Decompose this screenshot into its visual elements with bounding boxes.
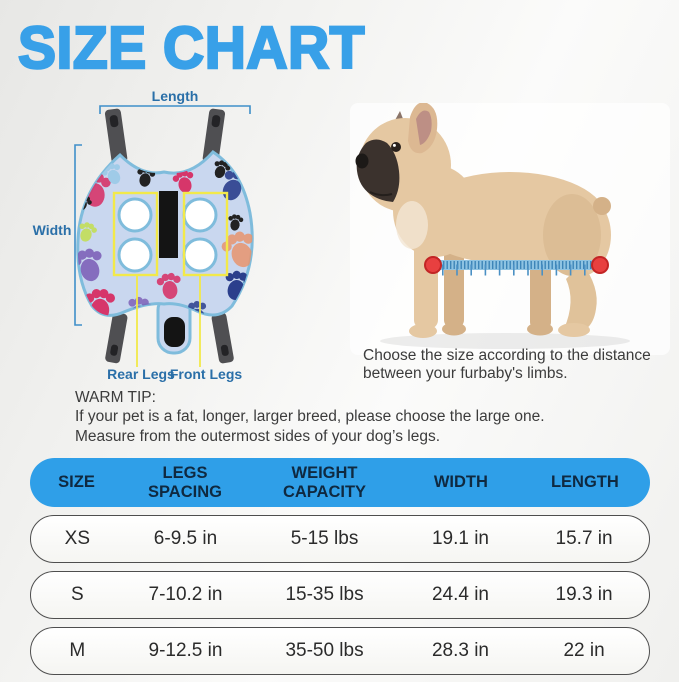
size-table: SIZE LEGS SPACING WEIGHT CAPACITY WIDTH … [30,458,650,675]
header-cell-width: WIDTH [433,473,488,492]
front-leg-hole [182,197,218,233]
warm-tip-heading: WARM TIP: [75,389,156,406]
legs-spacing-cell: 7-10.2 in [148,584,223,605]
top-left-strap [104,108,128,164]
weight-capacity-cell: 15-35 lbs [285,584,364,605]
header-cell-size: SIZE [58,473,95,492]
header-cell-legs-spacing: LEGS SPACING [148,464,222,501]
legs-spacing-cell: 9-12.5 in [148,640,223,661]
size-table-header: SIZE LEGS SPACING WEIGHT CAPACITY WIDTH … [30,458,650,507]
rear-leg-hole [117,197,153,233]
dog-nose [355,153,369,169]
width-cell: 28.3 in [431,640,489,661]
length-label: Length [152,88,199,104]
page-title: SIZE CHART [17,14,366,83]
ground-shadow [380,333,630,349]
width-bracket-icon [74,144,82,326]
warm-tip-line1: If your pet is a fat, longer, larger bre… [75,408,545,426]
length-cell: 15.7 in [555,528,613,549]
weight-capacity-cell: 35-50 lbs [285,640,364,661]
table-row-m: M 9-12.5 in 35-50 lbs 28.3 in 22 in [30,627,650,675]
ruler-end-dot [424,256,442,274]
dog-illustration [350,103,670,355]
width-cell: 19.1 in [431,528,489,549]
ruler-end-dot [591,256,609,274]
table-row-s: S 7-10.2 in 15-35 lbs 24.4 in 19.3 in [30,571,650,619]
dog-caption: Choose the size according to the distanc… [363,347,651,383]
header-cell-weight-capacity: WEIGHT CAPACITY [282,464,367,501]
ruler-icon [424,256,609,276]
rear-legs-highlight-box [112,191,159,277]
header-cell-length: LENGTH [550,473,619,492]
top-right-strap [202,108,226,164]
warm-tip-line2: Measure from the outermost sides of your… [75,427,440,445]
table-row-xs: XS 6-9.5 in 5-15 lbs 19.1 in 15.7 in [30,515,650,563]
velcro-strip [159,191,178,258]
legs-spacing-cell: 6-9.5 in [153,528,218,549]
width-cell: 24.4 in [431,584,489,605]
weight-capacity-cell: 5-15 lbs [290,528,359,549]
front-legs-highlight-box [182,191,229,277]
length-cell: 22 in [563,640,605,661]
warm-tip: WARM TIP: If your pet is a fat, longer, … [75,388,660,446]
size-cell: XS [64,528,91,549]
harness-diagram: Length Width [33,88,254,382]
length-bracket-icon [99,105,251,114]
dog-body [355,103,611,338]
size-cell: M [69,640,86,661]
dog-eye [391,142,401,152]
front-legs-label: Front Legs [170,366,243,382]
bottom-left-strap [105,312,128,364]
size-cell: S [71,584,84,605]
length-cell: 19.3 in [555,584,613,605]
front-leg-hole [182,237,218,273]
width-label: Width [33,222,72,238]
rear-leg-hole [117,237,153,273]
rear-legs-label: Rear Legs [107,366,175,382]
bottom-right-strap [211,312,234,364]
